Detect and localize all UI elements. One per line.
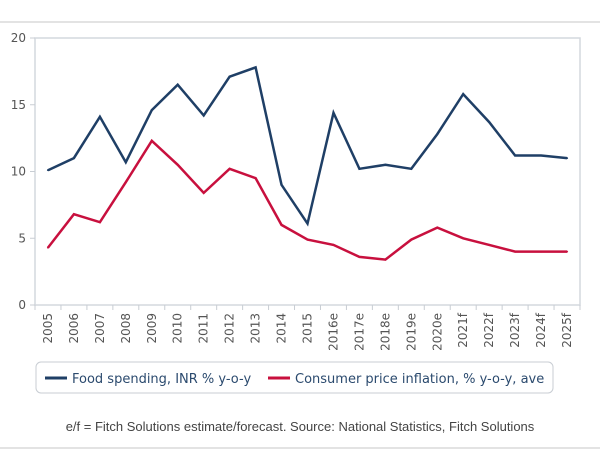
y-tick-label: 20 bbox=[11, 31, 26, 45]
data-point bbox=[202, 191, 205, 194]
data-point bbox=[514, 154, 517, 157]
data-point bbox=[358, 167, 361, 170]
x-tick-label: 2016e bbox=[326, 313, 340, 351]
data-point bbox=[384, 163, 387, 166]
data-point bbox=[280, 223, 283, 226]
x-tick-label: 2013 bbox=[249, 313, 263, 344]
x-tick-label: 2010 bbox=[171, 313, 185, 344]
x-tick-label: 2023f bbox=[508, 312, 522, 348]
data-point bbox=[306, 222, 309, 225]
data-point bbox=[72, 213, 75, 216]
data-point bbox=[540, 250, 543, 253]
x-tick-label: 2005 bbox=[41, 313, 55, 344]
y-tick-label: 0 bbox=[18, 298, 26, 312]
data-point bbox=[254, 177, 257, 180]
data-point bbox=[488, 243, 491, 246]
data-point bbox=[488, 121, 491, 124]
data-point bbox=[46, 246, 49, 249]
plot-area bbox=[34, 37, 581, 306]
x-tick-label: 2017e bbox=[352, 313, 366, 351]
x-tick-label: 2009 bbox=[145, 313, 159, 344]
x-tick-label: 2015 bbox=[301, 313, 315, 344]
data-point bbox=[436, 226, 439, 229]
x-tick-label: 2025f bbox=[560, 312, 574, 348]
data-point bbox=[150, 109, 153, 112]
data-point bbox=[98, 221, 101, 224]
x-tick-label: 2022f bbox=[482, 312, 496, 348]
data-point bbox=[124, 161, 127, 164]
x-tick-label: 2021f bbox=[456, 312, 470, 348]
data-point bbox=[306, 238, 309, 241]
data-point bbox=[566, 157, 569, 160]
data-point bbox=[46, 169, 49, 172]
x-tick-label: 2019e bbox=[404, 313, 418, 351]
data-point bbox=[280, 183, 283, 186]
y-tick-label: 15 bbox=[11, 98, 26, 112]
data-point bbox=[436, 133, 439, 136]
data-point bbox=[150, 139, 153, 142]
x-tick-label: 2020e bbox=[430, 313, 444, 351]
legend-label-cpi: Consumer price inflation, % y-o-y, ave bbox=[295, 372, 544, 387]
data-point bbox=[410, 238, 413, 241]
data-point bbox=[228, 75, 231, 78]
data-point bbox=[202, 114, 205, 117]
x-tick-label: 2018e bbox=[378, 313, 392, 351]
data-point bbox=[540, 154, 543, 157]
data-point bbox=[462, 237, 465, 240]
series-line-1 bbox=[47, 138, 567, 261]
y-tick-label: 5 bbox=[18, 231, 26, 245]
data-point bbox=[566, 250, 569, 253]
data-point bbox=[462, 93, 465, 96]
x-tick-label: 2024f bbox=[534, 312, 548, 348]
data-point bbox=[410, 167, 413, 170]
x-tick-label: 2014 bbox=[275, 313, 289, 344]
data-point bbox=[176, 83, 179, 86]
data-point bbox=[384, 258, 387, 261]
footnote: e/f = Fitch Solutions estimate/forecast.… bbox=[66, 419, 535, 434]
y-tick-label: 10 bbox=[11, 165, 26, 179]
x-tick-label: 2012 bbox=[223, 313, 237, 344]
data-point bbox=[228, 167, 231, 170]
series-line-0 bbox=[47, 65, 568, 227]
data-point bbox=[254, 66, 257, 69]
data-point bbox=[514, 250, 517, 253]
data-point bbox=[124, 181, 127, 184]
data-point bbox=[72, 157, 75, 160]
data-point bbox=[358, 255, 361, 258]
legend: Food spending, INR % y-o-y Consumer pric… bbox=[35, 361, 554, 394]
x-tick-label: 2008 bbox=[119, 313, 133, 344]
data-point bbox=[332, 243, 335, 246]
legend-box bbox=[35, 361, 554, 394]
x-tick-label: 2007 bbox=[93, 313, 107, 344]
x-tick-label: 2006 bbox=[67, 313, 81, 344]
data-point bbox=[332, 111, 335, 114]
data-point bbox=[176, 163, 179, 166]
x-tick-label: 2011 bbox=[197, 313, 211, 344]
legend-label-food: Food spending, INR % y-o-y bbox=[72, 372, 251, 387]
data-point bbox=[98, 115, 101, 118]
